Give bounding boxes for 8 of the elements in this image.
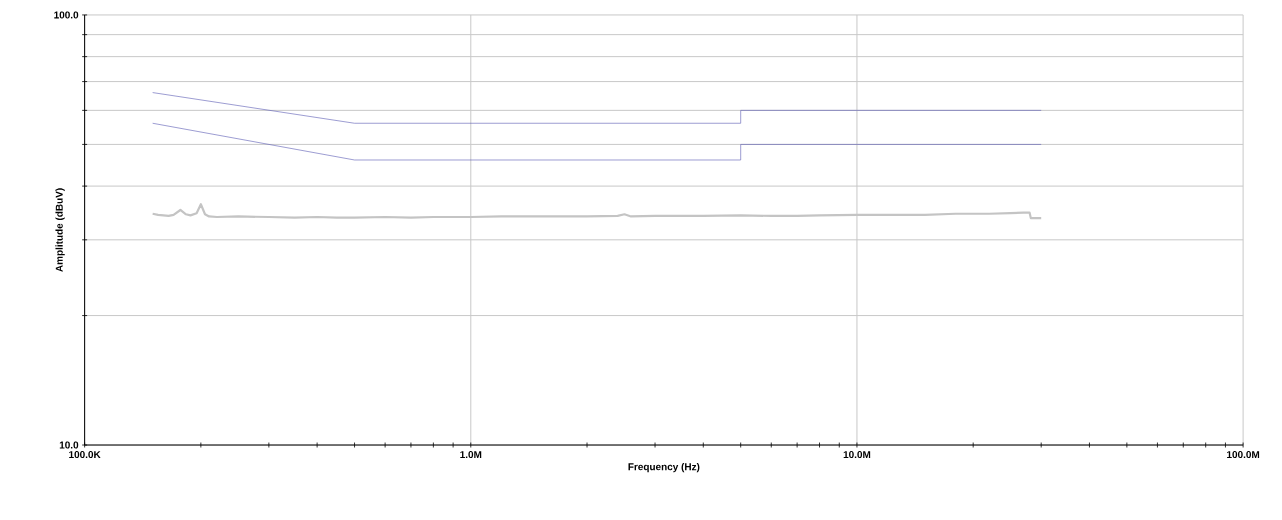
y-tick-label: 100.0 xyxy=(54,11,79,19)
x-axis-title: Frequency (Hz) xyxy=(628,463,700,473)
x-tick-label: 100.0M xyxy=(1227,451,1260,459)
y-tick-label: 10.0 xyxy=(59,441,79,449)
x-tick-label: 100.0K xyxy=(69,451,101,459)
x-tick-label: 1.0M xyxy=(460,451,482,459)
y-axis-title: Amplitude (dBuV) xyxy=(55,188,65,272)
x-tick-label: 10.0M xyxy=(843,451,871,459)
